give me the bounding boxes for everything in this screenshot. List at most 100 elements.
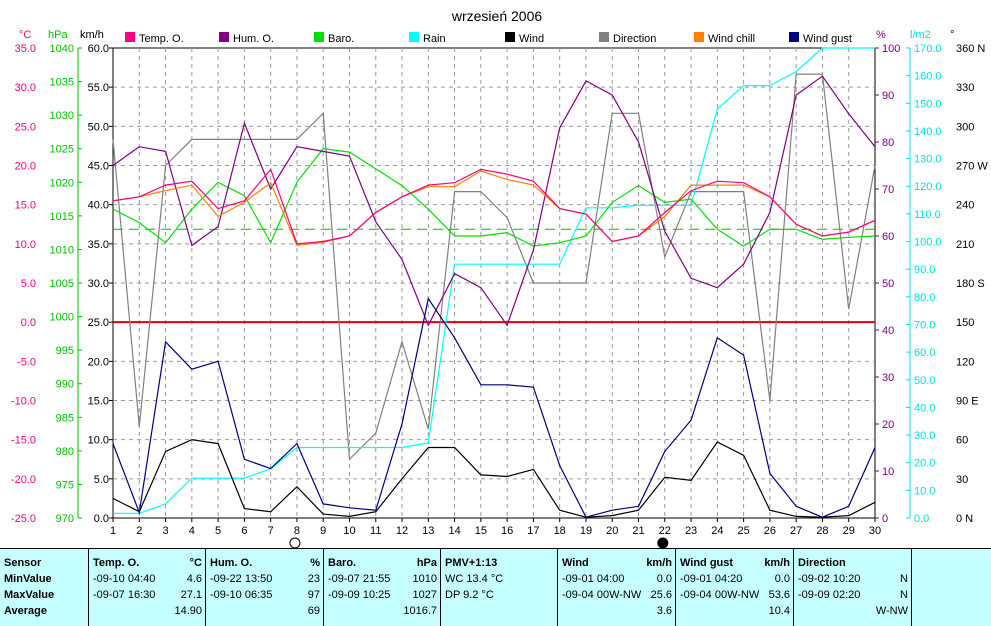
x-tick-label: 4 [189,525,195,537]
hum-tick-label: 40 [882,325,894,337]
rain-tick-label: 70.0 [914,319,935,331]
stats-empty-column [911,549,991,626]
temp-tick-label: 25.0 [15,121,36,133]
stats-wind-max: 25.6 [650,589,672,601]
wind-tick-label: 55.0 [88,82,109,94]
stats-dir-min-time: -09-02 10:20 [798,573,861,585]
legend-label: Wind gust [803,33,852,45]
stats-pmv-dp: DP 9.2 °C [445,589,494,601]
stats-temp-avg: 14.90 [174,605,202,617]
stats-hum-min-time: -09-22 13:50 [210,573,273,585]
stats-hum-column: Hum. O.% -09-22 13:50 23 -09-10 06:35 97 6… [205,549,324,626]
series-line-baro [112,148,876,247]
wind-tick-label: 40.0 [88,200,109,212]
x-tick-label: 15 [475,525,487,537]
stats-panel: Sensor MinValue MaxValue Average Temp. O… [0,548,991,626]
x-tick-label: 26 [764,525,776,537]
baro-tick-label: 1020 [50,177,74,189]
baro-tick-label: 990 [56,379,74,391]
stats-hum-max-time: -09-10 06:35 [210,589,273,601]
wind-unit-label: km/h [80,29,104,41]
dir-tick-label: 60 [956,435,968,447]
stats-baro-unit: hPa [416,557,437,569]
stats-hum-unit: % [310,557,320,569]
baro-tick-label: 1025 [50,144,74,156]
wind-tick-label: 45.0 [88,161,109,173]
dir-tick-label: 90 E [956,396,979,408]
dir-tick-label: 120 [956,356,974,368]
stats-label-min: MinValue [4,573,52,585]
stats-gust-max: 53.6 [768,589,790,601]
rain-tick-label: 100.0 [914,237,942,249]
x-tick-label: 24 [711,525,723,537]
stats-gust-min: 0.0 [774,573,790,585]
temp-tick-label: -15.0 [11,435,36,447]
rain-tick-label: 50.0 [914,375,935,387]
series-line-rain [113,47,875,514]
x-tick-label: 30 [869,525,881,537]
wind-tick-label: 5.0 [94,474,109,486]
baro-tick-label: 1015 [50,211,74,223]
x-tick-label: 11 [370,525,381,537]
dir-tick-label: 150 [956,317,974,329]
stats-dir-max: N [900,589,908,601]
baro-tick-label: 1010 [50,244,74,256]
axes: 35.030.025.020.015.010.05.00.0-5.0-10.0-… [11,43,988,537]
stats-gust-avg: 10.4 [768,605,790,617]
rain-tick-label: 80.0 [914,292,935,304]
x-tick-label: 6 [241,525,247,537]
wind-tick-label: 15.0 [88,396,109,408]
baro-tick-label: 975 [56,479,74,491]
rain-tick-label: 150.0 [914,98,942,110]
hum-tick-label: 50 [882,278,894,290]
stats-temp-min: 4.6 [186,573,202,585]
x-tick-label: 2 [136,525,142,537]
x-tick-label: 16 [501,525,513,537]
x-tick-label: 19 [580,525,592,537]
rain-tick-label: 120.0 [914,181,942,193]
baro-tick-label: 1040 [50,43,74,55]
legend-swatch [789,32,799,42]
x-tick-label: 18 [554,525,566,537]
series-layer [112,47,876,518]
rain-tick-label: 10.0 [914,485,935,497]
legend-swatch [599,32,609,42]
hum-tick-label: 90 [882,90,894,102]
stats-wind-title: Wind [562,557,589,569]
stats-hum-max: 97 [307,589,320,601]
stats-hum-avg: 69 [307,605,320,617]
legend-label: Hum. O. [233,33,274,45]
stats-gust-max-time: -09-04 00W-NW [680,589,760,601]
stats-gust-column: Wind gust km/h -09-01 04:20 0.0 -09-04 00W… [675,549,794,626]
stats-temp-title: Temp. O. [93,557,140,569]
legend-swatch [505,32,515,42]
stats-temp-unit: °C [189,557,202,569]
legend-label: Rain [423,33,446,45]
x-tick-label: 9 [320,525,326,537]
stats-baro-min: 1010 [412,573,437,585]
x-tick-label: 22 [659,525,671,537]
baro-tick-label: 980 [56,446,74,458]
x-tick-label: 14 [448,525,460,537]
x-tick-label: 29 [843,525,855,537]
wind-tick-label: 30.0 [88,278,109,290]
stats-dir-min: N [900,573,908,585]
x-tick-label: 21 [632,525,644,537]
stats-baro-column: Baro. hPa -09-07 21:55 1010 -09-09 10:25 10… [323,549,441,626]
hum-unit-label: % [876,29,886,41]
legend-label: Wind [519,33,544,45]
stats-gust-min-time: -09-01 04:20 [680,573,743,585]
temp-tick-label: 10.0 [15,239,36,251]
stats-label-avg: Average [4,605,48,617]
stats-hum-title: Hum. O. [210,557,253,569]
new-moon-icon [657,537,669,548]
rain-tick-label: 130.0 [914,154,942,166]
temp-tick-label: -25.0 [11,513,36,525]
dir-tick-label: 0 N [956,513,973,525]
stats-dir-title: Direction [798,557,846,569]
legend-swatch [314,32,324,42]
stats-hum-min: 23 [307,573,320,585]
dir-tick-label: 30 [956,474,968,486]
legend-swatch [125,32,135,42]
x-tick-label: 7 [268,525,274,537]
